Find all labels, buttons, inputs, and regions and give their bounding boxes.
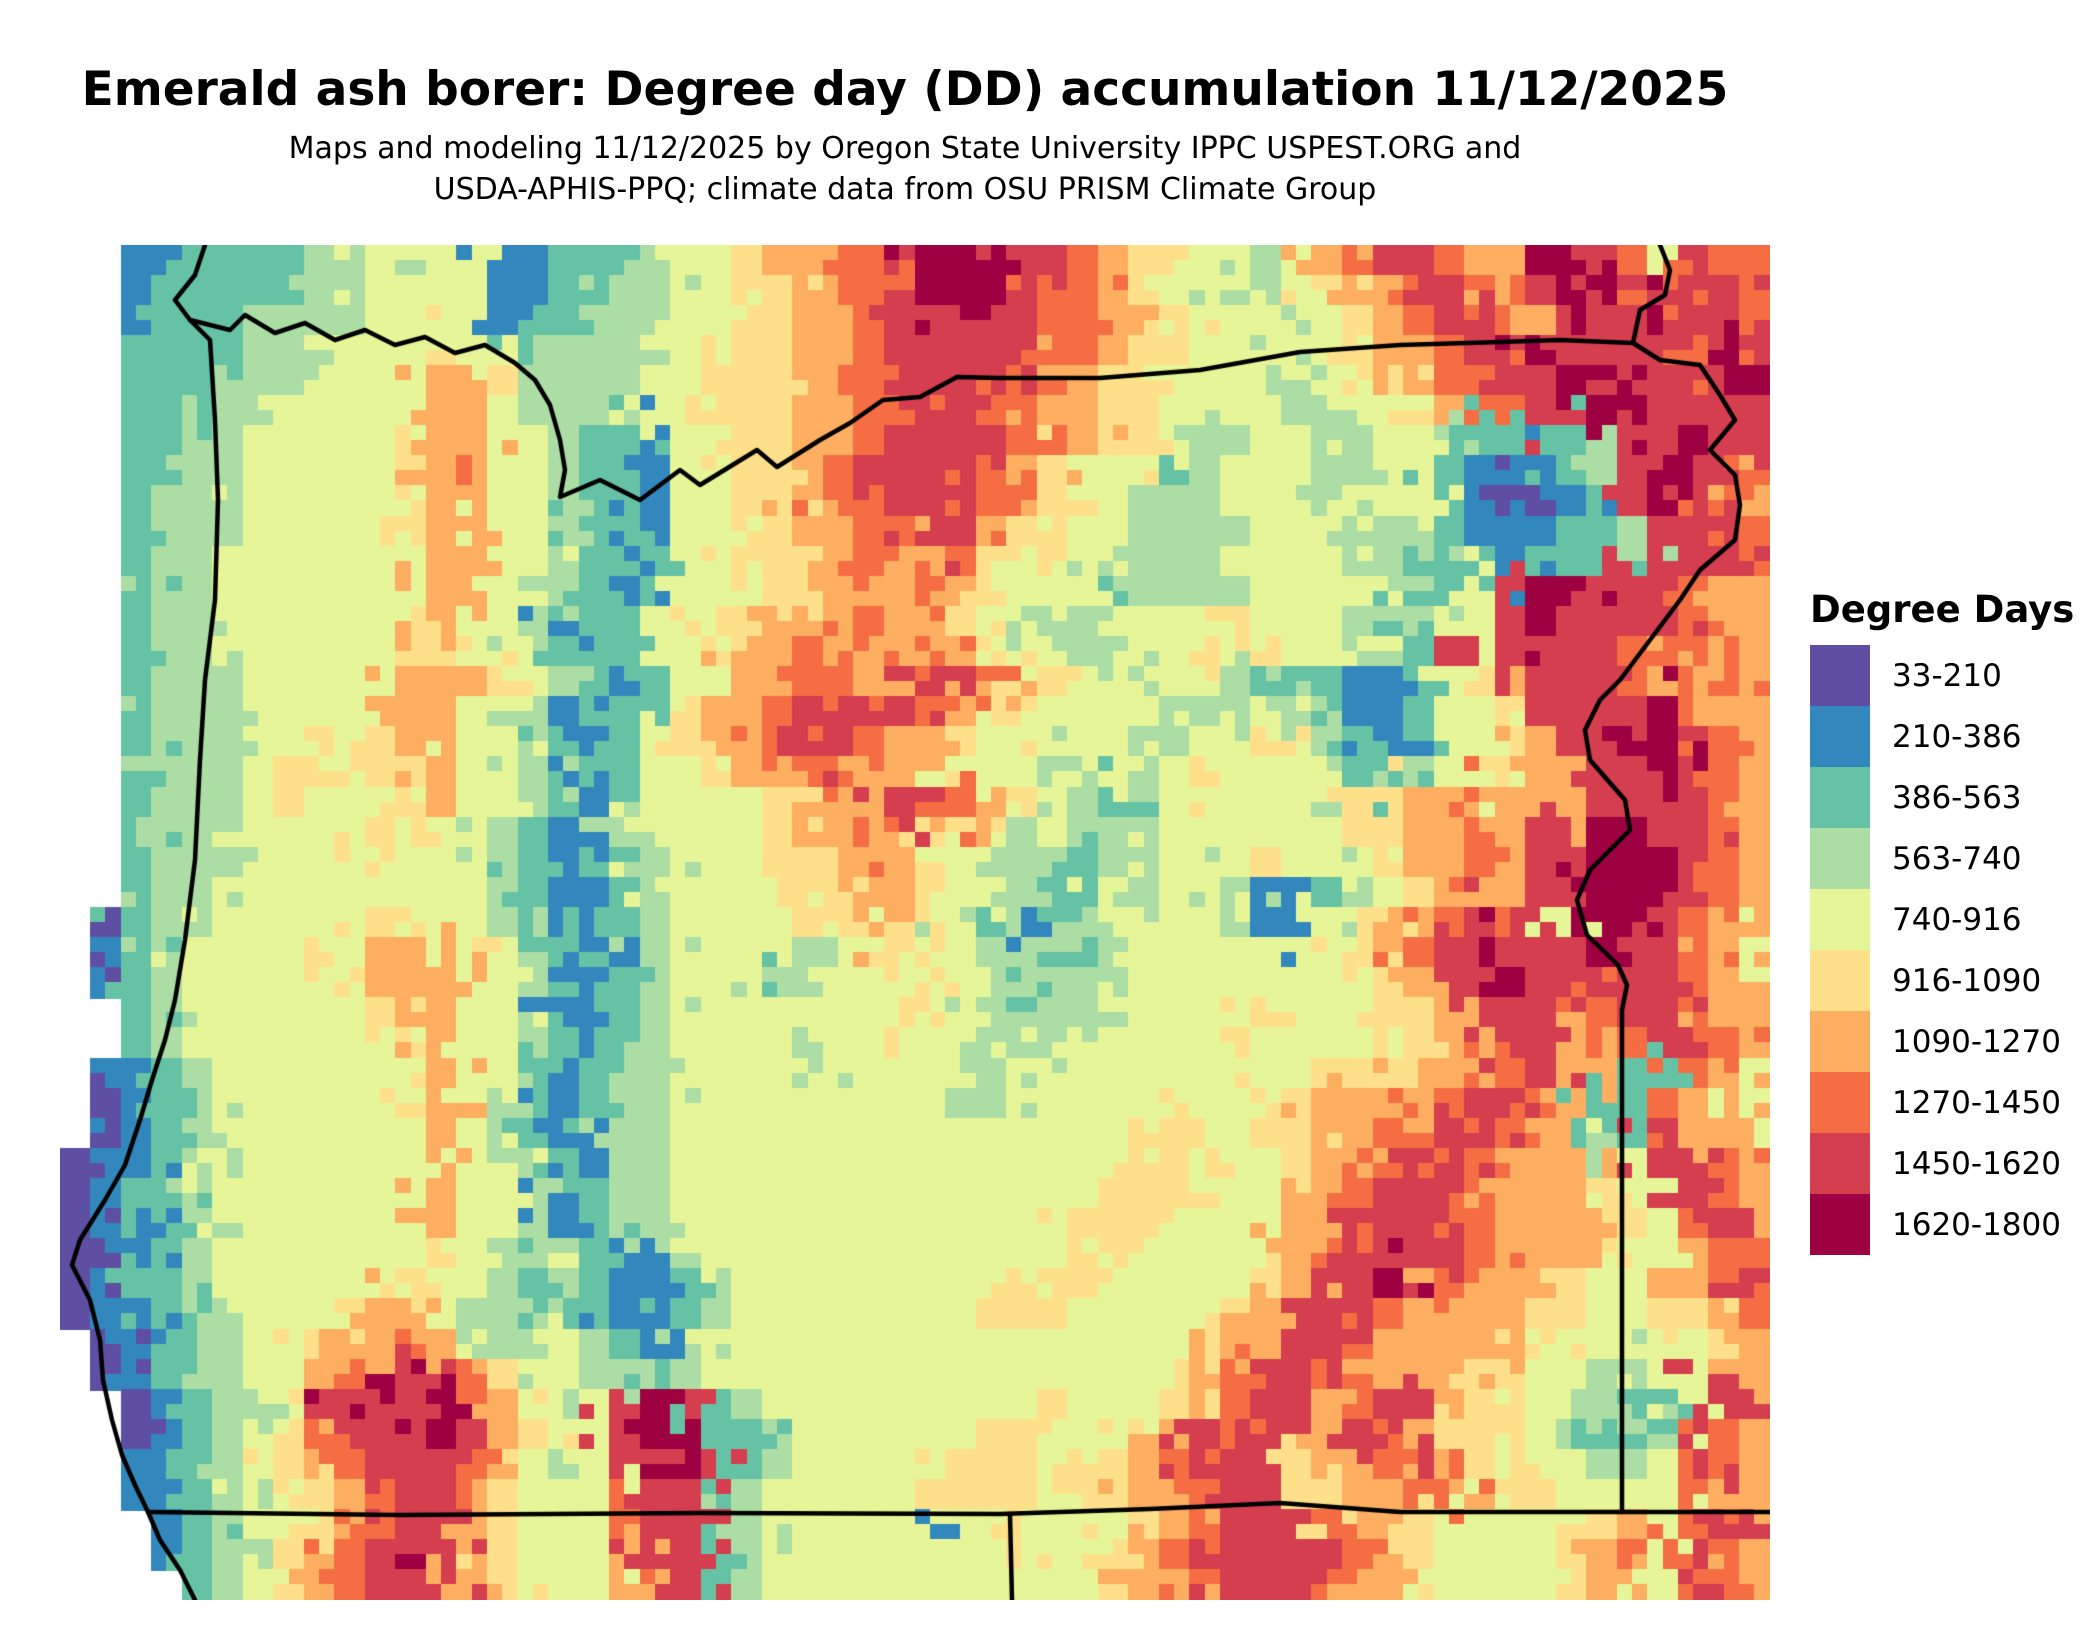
legend-item: 1620-1800 bbox=[1810, 1194, 2095, 1255]
legend-swatch bbox=[1810, 828, 1870, 889]
legend: Degree Days 33-210 210-386 386-563 563-740 7… bbox=[1810, 588, 2095, 1255]
legend-label: 1620-1800 bbox=[1892, 1206, 2061, 1243]
legend-label: 386-563 bbox=[1892, 779, 2022, 816]
legend-label: 916-1090 bbox=[1892, 962, 2042, 999]
legend-label: 563-740 bbox=[1892, 840, 2022, 877]
legend-label: 1090-1270 bbox=[1892, 1023, 2061, 1060]
legend-swatch bbox=[1810, 1133, 1870, 1194]
legend-items: 33-210 210-386 386-563 563-740 740-916 916-10… bbox=[1810, 645, 2095, 1255]
legend-item: 1270-1450 bbox=[1810, 1072, 2095, 1133]
degree-day-map bbox=[60, 245, 1770, 1600]
legend-swatch bbox=[1810, 1011, 1870, 1072]
legend-item: 563-740 bbox=[1810, 828, 2095, 889]
legend-swatch bbox=[1810, 889, 1870, 950]
legend-label: 33-210 bbox=[1892, 657, 2002, 694]
legend-swatch bbox=[1810, 767, 1870, 828]
legend-item: 916-1090 bbox=[1810, 950, 2095, 1011]
legend-item: 210-386 bbox=[1810, 706, 2095, 767]
legend-item: 1450-1620 bbox=[1810, 1133, 2095, 1194]
legend-item: 33-210 bbox=[1810, 645, 2095, 706]
legend-label: 740-916 bbox=[1892, 901, 2022, 938]
legend-swatch bbox=[1810, 706, 1870, 767]
legend-title: Degree Days bbox=[1810, 588, 2075, 631]
map-raster-canvas bbox=[60, 245, 1770, 1600]
legend-swatch bbox=[1810, 645, 1870, 706]
legend-label: 1270-1450 bbox=[1892, 1084, 2061, 1121]
legend-swatch bbox=[1810, 1072, 1870, 1133]
legend-label: 210-386 bbox=[1892, 718, 2022, 755]
attribution-subtitle: Maps and modeling 11/12/2025 by Oregon S… bbox=[0, 128, 1810, 210]
legend-item: 386-563 bbox=[1810, 767, 2095, 828]
legend-item: 1090-1270 bbox=[1810, 1011, 2095, 1072]
attribution-line-1: Maps and modeling 11/12/2025 by Oregon S… bbox=[288, 131, 1522, 166]
legend-swatch bbox=[1810, 1194, 1870, 1255]
legend-swatch bbox=[1810, 950, 1870, 1011]
page-title: Emerald ash borer: Degree day (DD) accum… bbox=[81, 62, 1729, 117]
legend-label: 1450-1620 bbox=[1892, 1145, 2061, 1182]
legend-item: 740-916 bbox=[1810, 889, 2095, 950]
attribution-line-2: USDA-APHIS-PPQ; climate data from OSU PR… bbox=[433, 172, 1377, 207]
